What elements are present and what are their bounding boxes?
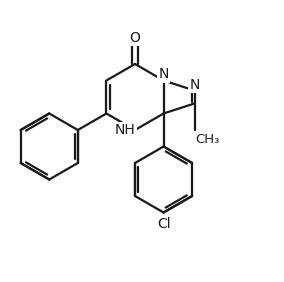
Text: NH: NH (115, 123, 135, 137)
Text: N: N (190, 78, 200, 92)
Text: O: O (130, 31, 140, 45)
Text: N: N (158, 67, 169, 81)
Text: Cl: Cl (157, 217, 170, 232)
Text: CH₃: CH₃ (195, 133, 219, 146)
